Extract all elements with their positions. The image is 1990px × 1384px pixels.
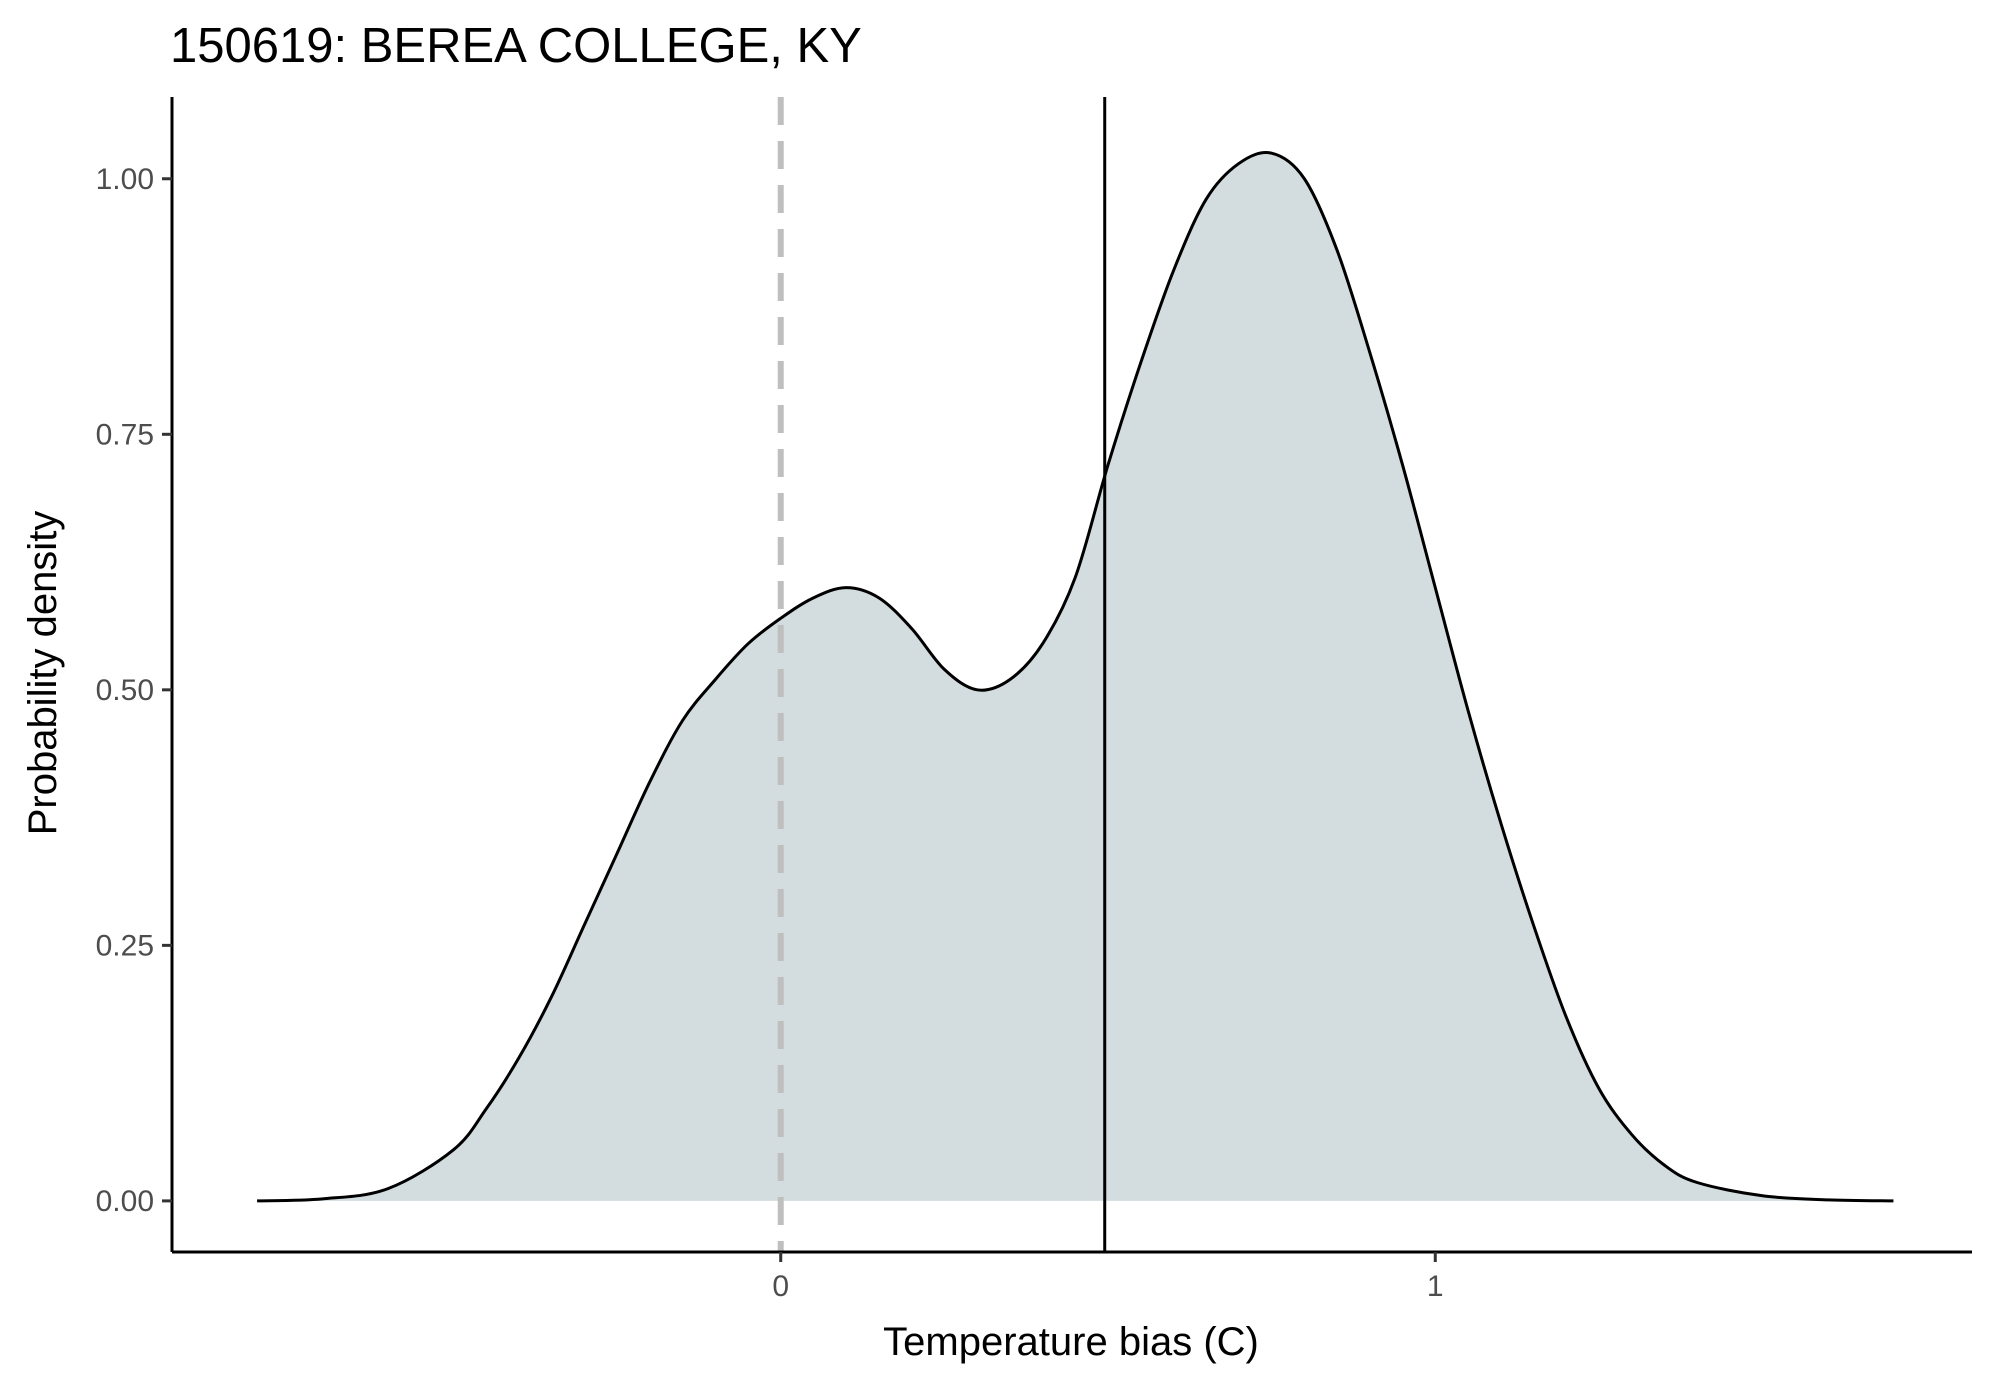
density-area-0 (257, 152, 1894, 1201)
y-tick-label: 0.50 (96, 674, 154, 707)
x-tick-label: 1 (1427, 1270, 1444, 1303)
y-tick-label: 0.75 (96, 418, 154, 451)
labels-layer: 150619: BEREA COLLEGE, KY Temperature bi… (21, 19, 1259, 1364)
chart-title: 150619: BEREA COLLEGE, KY (170, 19, 862, 73)
density-curve-0 (257, 151, 1894, 1203)
y-tick-label: 0.00 (96, 1185, 154, 1218)
plot-layer (257, 97, 1894, 1252)
x-tick-label: 0 (772, 1270, 789, 1303)
y-tick-label: 0.25 (96, 929, 154, 962)
y-tick-label: 1.00 (96, 163, 154, 196)
x-axis-title: Temperature bias (C) (883, 1320, 1259, 1364)
y-axis-title: Probability density (21, 511, 65, 836)
axes-layer: 0.00 0.25 0.50 0.75 1.00 0 1 (96, 97, 1972, 1303)
